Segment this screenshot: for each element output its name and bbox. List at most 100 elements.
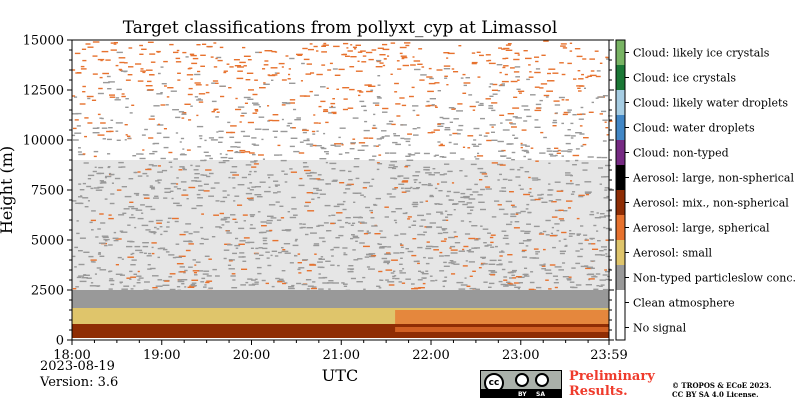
speckle-mark: [109, 94, 115, 96]
speckle-mark: [183, 272, 186, 274]
speckle-mark: [266, 222, 272, 224]
speckle-mark: [482, 257, 486, 259]
speckle-mark: [298, 184, 305, 187]
speckle-mark: [410, 186, 413, 189]
speckle-mark: [219, 46, 224, 49]
speckle-mark: [458, 250, 465, 252]
speckle-mark: [94, 273, 97, 275]
speckle-mark: [180, 137, 185, 140]
speckle-mark: [526, 239, 532, 241]
speckle-mark: [540, 131, 544, 134]
speckle-mark: [320, 86, 326, 88]
speckle-mark: [440, 240, 447, 242]
speckle-mark: [353, 259, 359, 261]
speckle-mark: [175, 61, 182, 63]
speckle-mark: [339, 127, 346, 129]
speckle-mark: [576, 234, 580, 236]
speckle-mark: [355, 240, 358, 242]
speckle-mark: [219, 212, 224, 215]
speckle-mark: [426, 245, 433, 248]
speckle-mark: [472, 109, 476, 111]
speckle-mark: [595, 75, 601, 78]
speckle-mark: [218, 141, 223, 143]
speckle-mark: [546, 150, 553, 152]
speckle-mark: [160, 104, 166, 106]
speckle-mark: [135, 63, 142, 65]
speckle-mark: [391, 123, 396, 126]
speckle-mark: [376, 96, 381, 98]
speckle-mark: [479, 102, 484, 105]
speckle-mark: [313, 187, 319, 190]
speckle-mark: [352, 235, 359, 237]
speckle-mark: [240, 130, 246, 133]
speckle-mark: [249, 214, 256, 216]
speckle-mark: [561, 155, 564, 157]
speckle-mark: [229, 66, 234, 68]
speckle-mark: [195, 180, 202, 182]
speckle-mark: [437, 183, 440, 185]
speckle-mark: [235, 97, 238, 100]
speckle-mark: [379, 279, 382, 281]
speckle-mark: [328, 112, 333, 114]
speckle-mark: [133, 285, 136, 287]
speckle-mark: [458, 201, 465, 203]
speckle-mark: [116, 189, 122, 191]
speckle-mark: [349, 88, 355, 91]
speckle-mark: [529, 281, 535, 284]
speckle-mark: [348, 170, 352, 173]
speckle-mark: [375, 104, 380, 106]
speckle-mark: [76, 72, 82, 74]
speckle-mark: [355, 177, 360, 180]
speckle-mark: [232, 174, 239, 176]
speckle-mark: [205, 169, 212, 171]
speckle-mark: [515, 137, 519, 139]
speckle-mark: [400, 257, 403, 259]
speckle-mark: [187, 93, 193, 96]
speckle-mark: [501, 80, 509, 83]
speckle-mark: [158, 123, 161, 126]
speckle-mark: [552, 121, 558, 124]
speckle-mark: [605, 56, 609, 59]
speckle-mark: [357, 258, 363, 260]
speckle-mark: [215, 200, 220, 202]
speckle-mark: [181, 283, 185, 285]
speckle-mark: [345, 188, 351, 190]
speckle-mark: [155, 219, 163, 222]
speckle-mark: [325, 121, 329, 124]
speckle-mark: [347, 183, 354, 186]
speckle-mark: [92, 41, 100, 43]
speckle-mark: [203, 238, 209, 240]
speckle-mark: [78, 263, 85, 266]
speckle-mark: [460, 196, 466, 199]
speckle-mark: [280, 217, 285, 219]
speckle-mark: [554, 266, 562, 268]
speckle-mark: [151, 242, 157, 244]
speckle-mark: [234, 65, 242, 67]
speckle-mark: [507, 254, 513, 256]
speckle-mark: [75, 286, 79, 288]
speckle-mark: [291, 208, 297, 210]
speckle-mark: [368, 268, 375, 270]
speckle-mark: [408, 226, 411, 228]
speckle-mark: [563, 238, 567, 240]
speckle-mark: [311, 192, 319, 195]
speckle-mark: [149, 185, 153, 187]
speckle-mark: [247, 98, 254, 100]
speckle-mark: [547, 72, 551, 75]
speckle-mark: [160, 233, 163, 236]
speckle-mark: [90, 219, 96, 222]
speckle-mark: [225, 221, 230, 223]
speckle-mark: [220, 200, 226, 203]
speckle-mark: [444, 127, 451, 129]
speckle-mark: [118, 68, 122, 71]
speckle-mark: [245, 281, 249, 284]
speckle-mark: [135, 249, 143, 252]
speckle-mark: [336, 212, 343, 214]
speckle-mark: [460, 158, 465, 160]
speckle-mark: [548, 162, 551, 164]
speckle-mark: [201, 213, 204, 215]
speckle-mark: [603, 215, 611, 217]
legend-label: Cloud: likely ice crystals: [633, 47, 770, 60]
speckle-mark: [127, 224, 131, 226]
speckle-mark: [575, 148, 580, 150]
